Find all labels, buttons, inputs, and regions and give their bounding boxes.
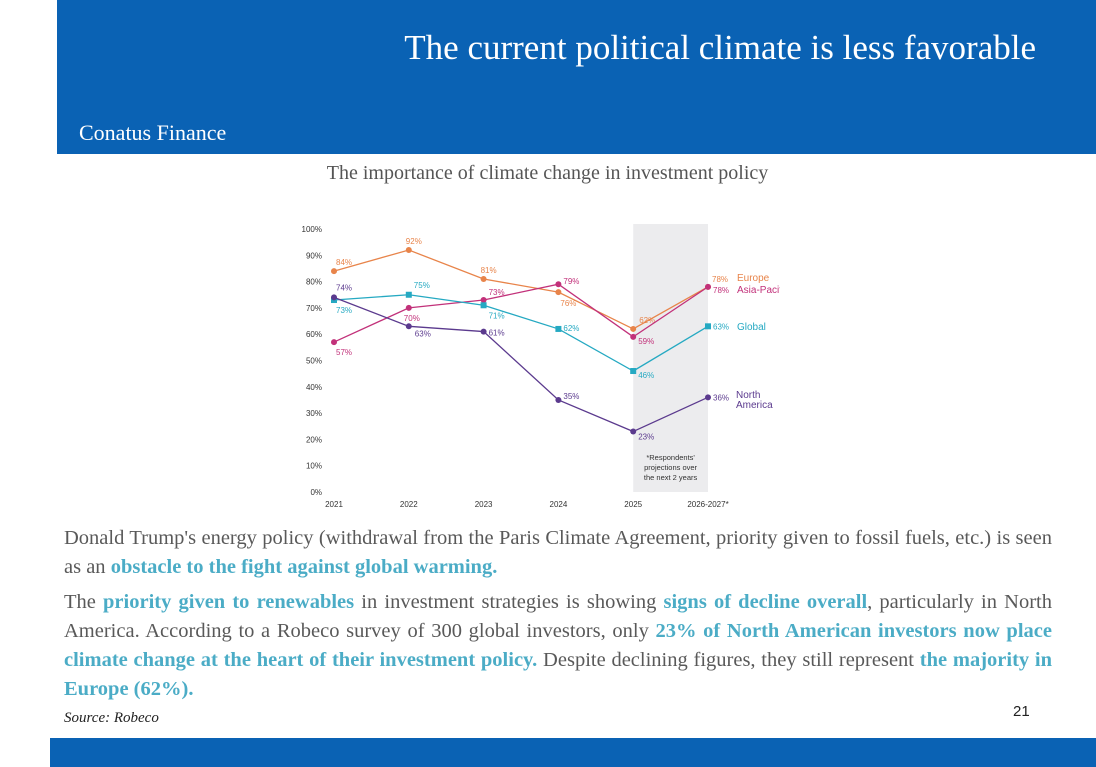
- highlight-text: the majority in Europe (62%).: [64, 649, 1053, 700]
- data-label: 36%: [713, 393, 729, 402]
- y-tick-label: 20%: [306, 435, 322, 444]
- highlight-text: priority given to renewables: [103, 591, 355, 613]
- data-point: [705, 394, 711, 401]
- data-point: [405, 291, 412, 298]
- y-tick-label: 10%: [306, 462, 322, 471]
- data-point: [555, 281, 562, 288]
- data-point: [480, 328, 487, 335]
- y-tick-label: 30%: [306, 409, 322, 418]
- data-label: 59%: [638, 337, 654, 346]
- data-point: [705, 323, 711, 330]
- body-text-run: in investment strategies is showing: [354, 591, 664, 613]
- highlight-text: 23% of North American investors now plac…: [64, 620, 1052, 671]
- x-tick-label: 2024: [550, 500, 568, 509]
- data-label: 79%: [563, 277, 579, 286]
- data-point: [480, 275, 487, 282]
- header-bar: The current political climate is less fa…: [57, 0, 1096, 154]
- data-label: 62%: [563, 324, 579, 333]
- brand-name: Conatus Finance: [79, 120, 227, 145]
- data-label: 74%: [336, 283, 352, 292]
- data-point: [331, 339, 337, 346]
- series-line: [333, 294, 709, 372]
- data-label: 70%: [404, 314, 420, 323]
- legend-entry: America: [736, 400, 773, 411]
- data-label: 63%: [415, 329, 431, 338]
- highlight-text: obstacle to the fight against global war…: [110, 556, 498, 578]
- x-tick-label: 2022: [400, 500, 418, 509]
- y-tick-label: 70%: [306, 304, 322, 313]
- series-line: [333, 296, 709, 433]
- x-tick-label: 2026-2027*: [687, 500, 728, 509]
- footer-bar: [50, 738, 1096, 767]
- legend-entry: Asia-Pacific: [737, 285, 780, 296]
- data-label: 23%: [638, 433, 654, 442]
- data-label: 73%: [336, 306, 352, 315]
- data-point: [705, 283, 711, 290]
- data-point: [555, 325, 562, 332]
- chart-title: The importance of climate change in inve…: [326, 162, 769, 184]
- data-label: 62%: [639, 316, 655, 325]
- y-tick-label: 40%: [306, 383, 322, 392]
- data-label: 75%: [414, 281, 430, 290]
- data-point: [331, 268, 337, 275]
- projection-note: *Respondents': [646, 453, 695, 462]
- data-point: [480, 297, 487, 304]
- data-point: [480, 302, 487, 309]
- data-label: 73%: [489, 288, 505, 297]
- x-tick-label: 2023: [475, 500, 493, 509]
- data-point: [555, 289, 562, 296]
- body-text-run: , particularly in North America. Accordi…: [64, 591, 1052, 642]
- body-text: Donald Trump's energy policy (withdrawal…: [64, 524, 1052, 710]
- legend-entry: Europe: [737, 273, 770, 284]
- data-point: [630, 368, 637, 375]
- data-label: 61%: [489, 329, 505, 338]
- data-point: [331, 294, 337, 301]
- data-label: 92%: [406, 237, 422, 246]
- y-tick-label: 50%: [306, 357, 322, 366]
- projection-note: the next 2 years: [644, 473, 698, 482]
- highlight-text: signs of decline overall: [663, 591, 868, 613]
- body-text-run: Donald Trump's energy policy (withdrawal…: [64, 527, 1052, 578]
- paragraph-renewables: The priority given to renewables in inve…: [64, 588, 1052, 704]
- data-label: 46%: [638, 371, 654, 380]
- x-tick-label: 2021: [325, 500, 343, 509]
- legend-entry: Global: [737, 322, 766, 333]
- data-point: [630, 325, 637, 332]
- data-label: 76%: [560, 299, 576, 308]
- y-tick-label: 60%: [306, 330, 322, 339]
- y-tick-label: 100%: [302, 225, 322, 234]
- source-note: Source: Robeco: [64, 710, 159, 726]
- body-text-run: Despite declining figures, they still re…: [537, 649, 920, 671]
- data-label: 84%: [336, 258, 352, 267]
- y-tick-label: 0%: [310, 488, 322, 497]
- data-label: 35%: [563, 392, 579, 401]
- series-line: [333, 283, 709, 343]
- data-label: 71%: [489, 311, 505, 320]
- x-tick-label: 2025: [624, 500, 642, 509]
- data-point: [405, 304, 412, 311]
- legend-entry: North: [736, 390, 760, 401]
- data-label: 78%: [713, 286, 729, 295]
- data-label: 81%: [481, 266, 497, 275]
- y-tick-label: 80%: [306, 278, 322, 287]
- projection-shade: [633, 224, 708, 492]
- series-line: [333, 249, 709, 330]
- paragraph-trump-policy: Donald Trump's energy policy (withdrawal…: [64, 524, 1052, 582]
- projection-note: projections over: [644, 463, 697, 472]
- data-point: [555, 396, 562, 403]
- data-point: [405, 247, 412, 254]
- data-point: [405, 323, 412, 330]
- data-point: [630, 333, 637, 340]
- slide-title: The current political climate is less fa…: [404, 28, 1036, 67]
- line-chart: 0% 10% 20% 30% 40% 50% 60% 70% 80% 90% 100% 2021 202…: [302, 224, 780, 509]
- data-label: 57%: [336, 348, 352, 357]
- y-tick-label: 90%: [306, 251, 322, 260]
- data-label: 63%: [713, 322, 729, 331]
- page-number: 21: [1013, 703, 1030, 720]
- body-text-run: The: [64, 591, 104, 613]
- data-point: [630, 428, 637, 435]
- data-label: 78%: [712, 275, 728, 284]
